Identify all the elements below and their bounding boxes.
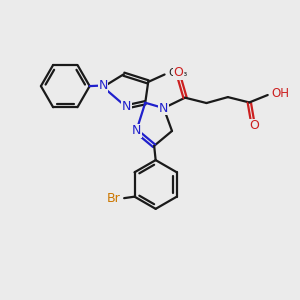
Text: OH: OH [271,87,289,100]
Text: CH₃: CH₃ [168,68,188,78]
Text: O: O [249,119,259,132]
Text: O: O [173,66,183,79]
Text: N: N [132,124,141,137]
Text: Br: Br [106,192,120,205]
Text: N: N [98,79,108,92]
Text: N: N [159,102,168,115]
Text: N: N [122,100,131,113]
